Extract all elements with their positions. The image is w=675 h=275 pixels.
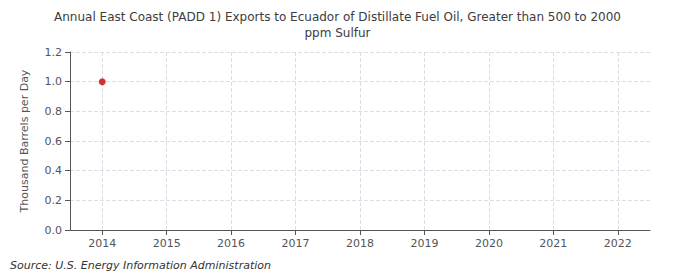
svg-text:2018: 2018 bbox=[346, 237, 374, 250]
svg-text:0.0: 0.0 bbox=[45, 224, 63, 237]
svg-text:2016: 2016 bbox=[217, 237, 245, 250]
svg-text:2014: 2014 bbox=[88, 237, 116, 250]
svg-text:ppm Sulfur: ppm Sulfur bbox=[304, 26, 370, 40]
svg-text:Thousand Barrels per Day: Thousand Barrels per Day bbox=[18, 69, 31, 213]
svg-text:2021: 2021 bbox=[539, 237, 567, 250]
svg-text:0.8: 0.8 bbox=[45, 105, 63, 118]
svg-text:2017: 2017 bbox=[282, 237, 310, 250]
svg-text:0.4: 0.4 bbox=[45, 164, 63, 177]
svg-text:2019: 2019 bbox=[410, 237, 438, 250]
svg-text:2020: 2020 bbox=[475, 237, 503, 250]
svg-text:Source: U.S. Energy Informatio: Source: U.S. Energy Information Administ… bbox=[10, 259, 271, 272]
svg-text:0.2: 0.2 bbox=[45, 194, 63, 207]
svg-text:2022: 2022 bbox=[604, 237, 632, 250]
svg-text:0.6: 0.6 bbox=[45, 135, 63, 148]
svg-text:2015: 2015 bbox=[153, 237, 181, 250]
svg-text:1.0: 1.0 bbox=[45, 75, 63, 88]
svg-text:Annual East Coast (PADD 1) Exp: Annual East Coast (PADD 1) Exports to Ec… bbox=[54, 10, 621, 24]
svg-text:1.2: 1.2 bbox=[45, 46, 63, 59]
